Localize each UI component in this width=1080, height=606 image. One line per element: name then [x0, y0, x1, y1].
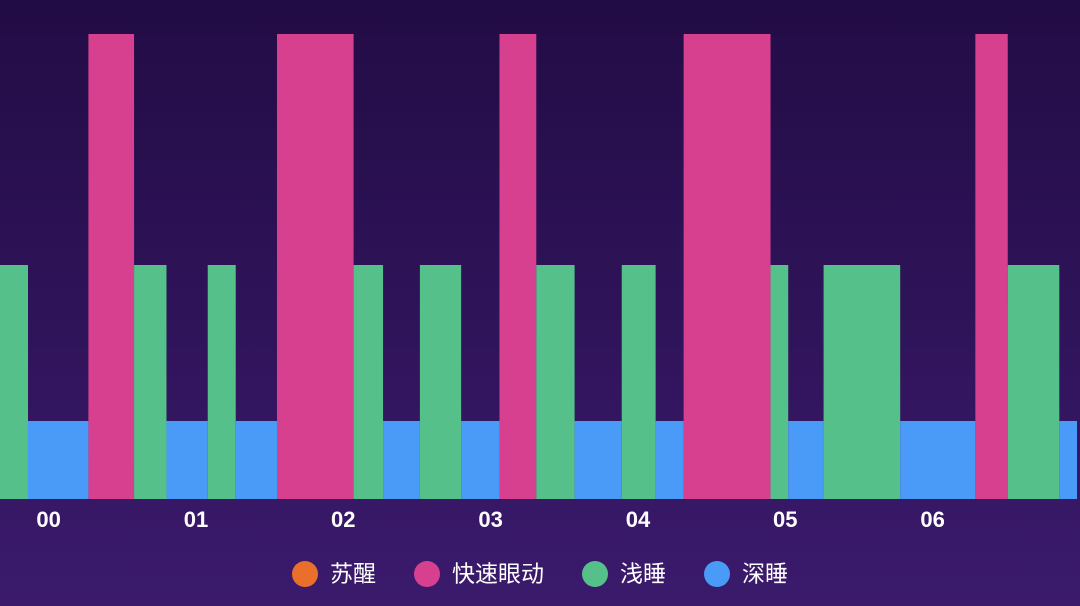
stage-bar — [383, 421, 420, 499]
stage-bar — [975, 34, 1008, 499]
stage-bar — [419, 265, 462, 499]
stage-bar — [788, 421, 824, 499]
legend-marker — [414, 561, 440, 587]
stage-bar — [574, 421, 622, 499]
x-tick-label: 03 — [478, 507, 502, 532]
stage-bar — [823, 265, 901, 499]
legend-marker — [292, 561, 318, 587]
stage-bar — [207, 265, 236, 499]
legend-label: 浅睡 — [620, 562, 666, 588]
stage-bar — [27, 421, 89, 499]
stage-bar — [1059, 421, 1077, 499]
stage-bar — [88, 34, 135, 499]
stage-bar — [134, 265, 167, 499]
stage-bar — [1007, 265, 1060, 499]
stage-bar — [353, 265, 384, 499]
legend: 苏醒 快速眼动 浅睡 深睡 — [292, 561, 788, 588]
stage-bar — [276, 34, 354, 499]
stage-bar — [0, 265, 28, 499]
stage-bar — [621, 265, 656, 499]
x-tick-label: 01 — [184, 507, 208, 532]
legend-label: 深睡 — [742, 562, 788, 588]
x-tick-label: 02 — [331, 507, 355, 532]
stage-bar — [166, 421, 208, 499]
legend-label: 苏醒 — [330, 562, 376, 588]
x-tick-label: 06 — [920, 507, 944, 532]
x-tick-label: 05 — [773, 507, 797, 532]
stage-bar — [235, 421, 277, 499]
stage-bar — [499, 34, 537, 499]
legend-marker — [582, 561, 608, 587]
stage-bar — [461, 421, 500, 499]
legend-marker — [704, 561, 730, 587]
stage-bar — [655, 421, 684, 499]
stage-bar — [900, 421, 976, 499]
x-tick-label: 00 — [36, 507, 60, 532]
stage-bar — [770, 265, 789, 499]
stage-bar — [536, 265, 575, 499]
stage-bar — [683, 34, 771, 499]
x-tick-label: 04 — [626, 507, 651, 532]
legend-label: 快速眼动 — [452, 562, 544, 588]
